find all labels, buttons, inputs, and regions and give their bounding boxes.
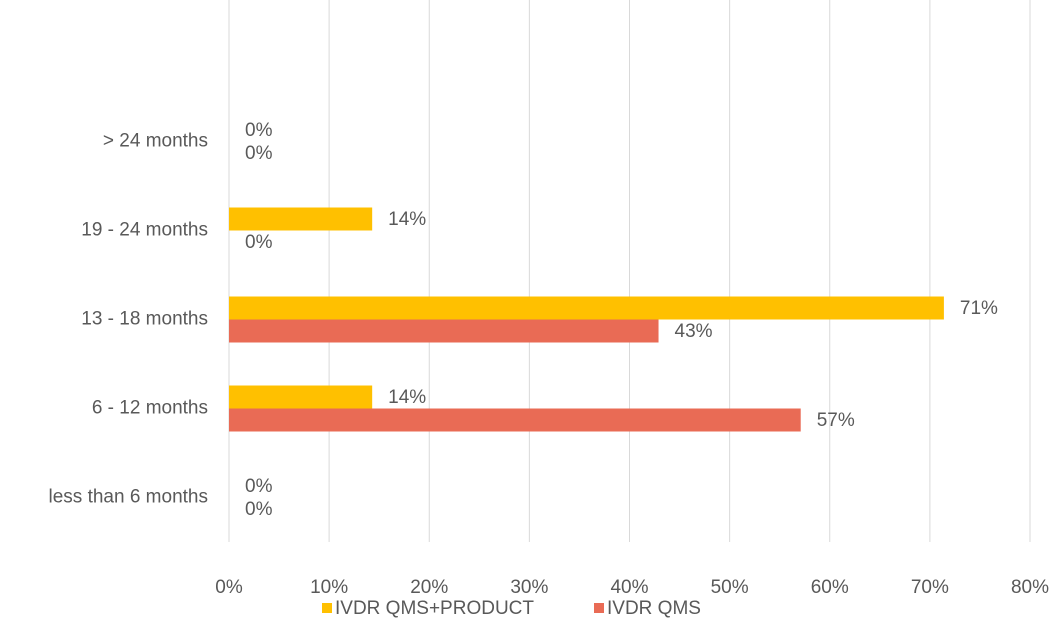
y-tick-label: 19 - 24 months (81, 220, 208, 241)
data-label: 0% (245, 499, 273, 520)
data-label: 0% (245, 143, 273, 164)
y-tick-label: > 24 months (103, 131, 208, 152)
data-label: 71% (960, 298, 998, 319)
legend-swatch (322, 603, 332, 613)
x-tick-label: 50% (711, 577, 749, 598)
x-tick-label: 0% (215, 577, 243, 598)
bar (229, 207, 373, 231)
y-tick-label: 13 - 18 months (81, 309, 208, 330)
x-tick-label: 10% (310, 577, 348, 598)
data-label: 57% (817, 410, 855, 431)
data-label: 14% (388, 209, 426, 230)
bar (229, 319, 659, 343)
bar (229, 385, 373, 409)
y-tick-label: less than 6 months (49, 487, 208, 508)
legend-label: IVDR QMS+PRODUCT (335, 598, 534, 619)
data-label: 0% (245, 232, 273, 253)
x-tick-label: 20% (410, 577, 448, 598)
data-label: 14% (388, 387, 426, 408)
bar (229, 296, 944, 320)
data-label: 0% (245, 120, 273, 141)
data-label: 43% (675, 321, 713, 342)
legend-swatch (594, 603, 604, 613)
legend-label: IVDR QMS (607, 598, 701, 619)
x-tick-label: 70% (911, 577, 949, 598)
bar (229, 408, 801, 432)
y-tick-label: 6 - 12 months (92, 398, 208, 419)
x-tick-label: 40% (610, 577, 648, 598)
x-tick-label: 80% (1011, 577, 1049, 598)
data-label: 0% (245, 476, 273, 497)
x-tick-label: 60% (811, 577, 849, 598)
x-tick-label: 30% (510, 577, 548, 598)
